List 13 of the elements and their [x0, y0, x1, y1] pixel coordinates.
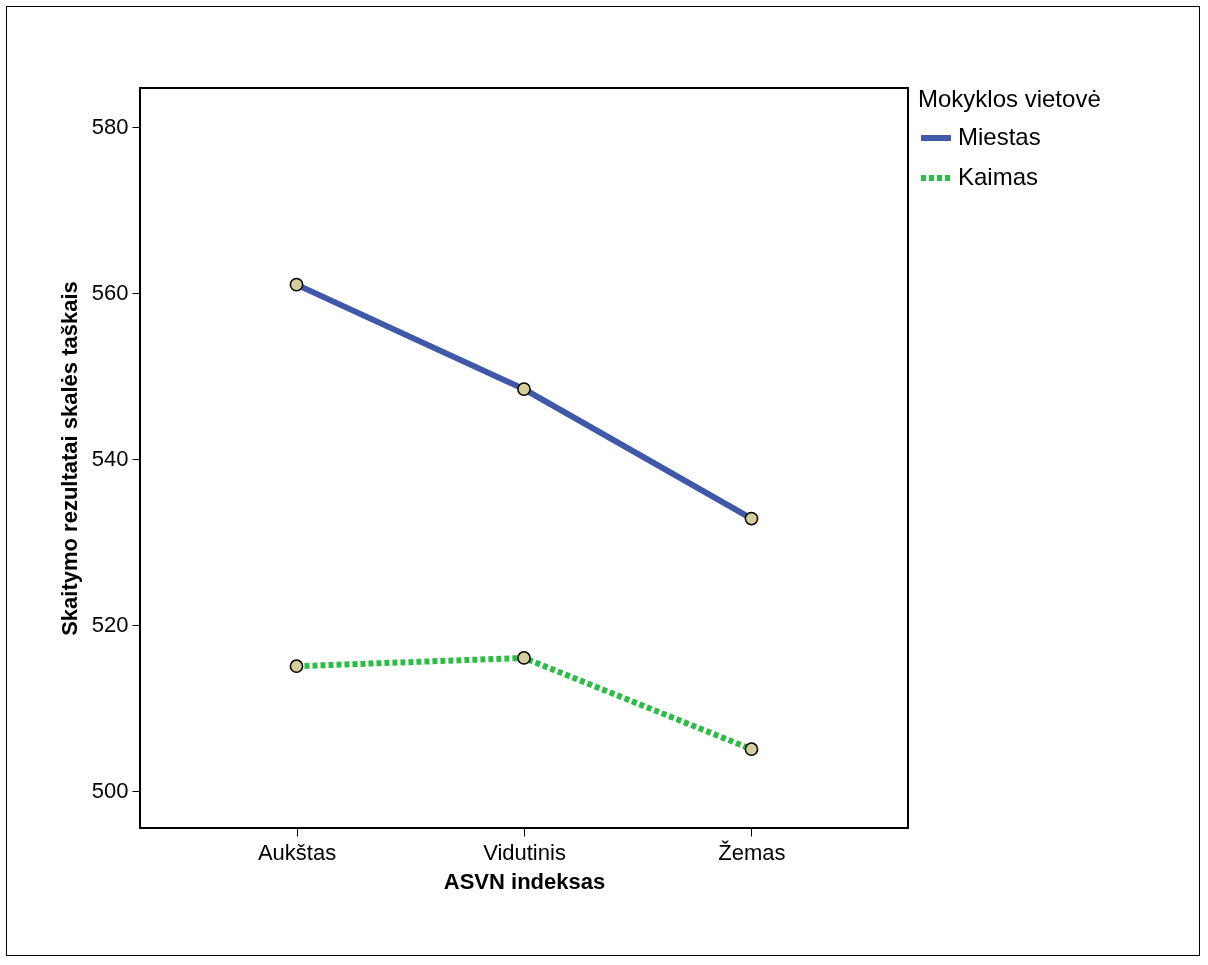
y-tick-label: 580 [91, 114, 129, 140]
x-tick-label: Žemas [718, 839, 786, 865]
y-tick-label: 540 [91, 446, 129, 472]
x-tick-label: Vidutinis [483, 839, 566, 865]
y-tick-label: 560 [91, 280, 129, 306]
legend-label: Miestas [958, 123, 1041, 150]
y-tick-label: 520 [91, 612, 129, 638]
x-axis-title: ASVN indeksas [443, 868, 606, 894]
legend-label: Kaimas [958, 163, 1039, 190]
y-axis-title: Skaitymo rezultatai skalės taškais [56, 281, 82, 636]
legend-title: Mokyklos vietovė [918, 85, 1101, 112]
x-tick-label: Aukštas [257, 839, 337, 865]
y-tick-label: 500 [91, 778, 129, 804]
